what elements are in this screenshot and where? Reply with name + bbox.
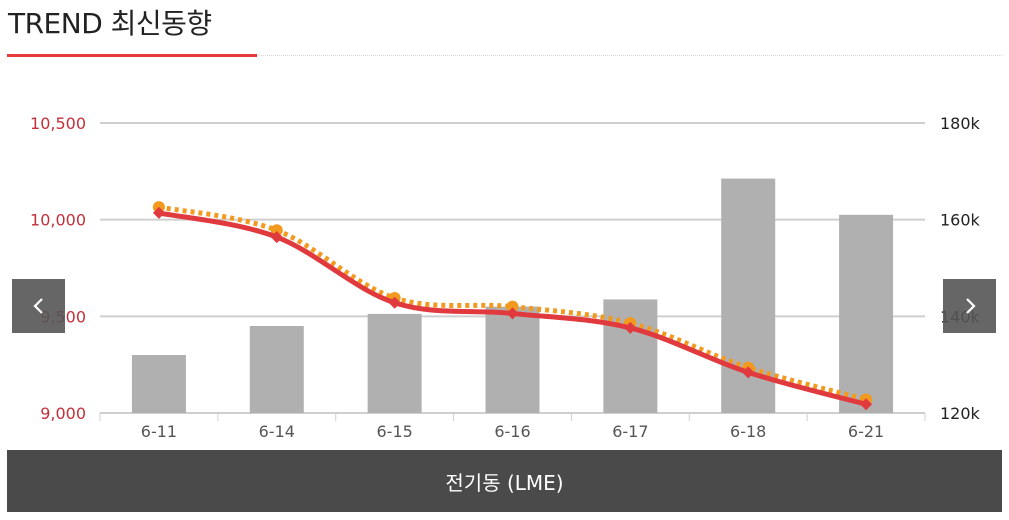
chevron-right-icon xyxy=(963,298,977,314)
bar xyxy=(367,313,422,413)
bar xyxy=(839,214,894,413)
next-button[interactable] xyxy=(943,279,996,333)
x-tick-label: 6-14 xyxy=(259,422,295,441)
solid-series-point xyxy=(388,296,401,309)
solid-series-point xyxy=(152,206,165,219)
x-tick-label: 6-16 xyxy=(494,422,530,441)
chevron-left-icon xyxy=(32,298,46,314)
bar xyxy=(131,355,186,413)
solid-series-point xyxy=(742,366,755,379)
header-divider xyxy=(257,55,1002,56)
x-tick-label: 6-15 xyxy=(376,422,412,441)
right-tick-label: 180k xyxy=(940,114,981,133)
x-tick-label: 6-18 xyxy=(730,422,766,441)
header: TREND 최신동향 xyxy=(0,0,1009,60)
dotted-series-point xyxy=(506,300,519,313)
title-underline xyxy=(7,54,257,57)
prev-button[interactable] xyxy=(12,279,65,333)
footer-bar: 전기동 (LME) xyxy=(7,450,1002,512)
bar xyxy=(485,306,540,413)
chart-svg: 9,0009,50010,00010,500120k140k160k180k6-… xyxy=(30,114,981,441)
page-title: TREND 최신동향 xyxy=(8,7,212,40)
left-tick-label: 10,000 xyxy=(30,211,86,230)
x-tick-label: 6-17 xyxy=(612,422,648,441)
left-tick-label: 9,000 xyxy=(40,404,86,423)
chart-caption: 전기동 (LME) xyxy=(445,470,564,495)
solid-series-point xyxy=(860,398,873,411)
x-tick-label: 6-21 xyxy=(848,422,884,441)
right-tick-label: 120k xyxy=(940,404,981,423)
solid-series-point xyxy=(270,231,283,244)
x-tick-label: 6-11 xyxy=(141,422,177,441)
right-tick-label: 160k xyxy=(940,211,981,230)
bar xyxy=(249,326,304,413)
solid-series-point xyxy=(624,321,637,334)
left-tick-label: 10,500 xyxy=(30,114,86,133)
solid-series-point xyxy=(506,307,519,320)
dotted-series-point xyxy=(270,224,283,237)
trend-chart: 9,0009,50010,00010,500120k140k160k180k6-… xyxy=(0,60,1009,450)
